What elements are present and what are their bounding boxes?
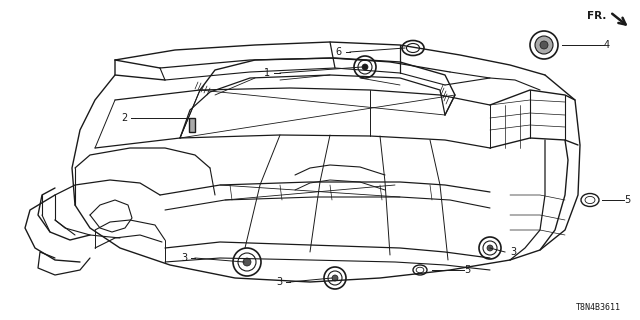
Text: FR.: FR. bbox=[587, 11, 606, 21]
Text: 4: 4 bbox=[604, 40, 610, 50]
Text: 5: 5 bbox=[624, 195, 630, 205]
Circle shape bbox=[487, 245, 493, 251]
Text: 2: 2 bbox=[121, 113, 127, 123]
Text: 3: 3 bbox=[510, 247, 516, 257]
Text: 1: 1 bbox=[264, 68, 270, 78]
Circle shape bbox=[332, 275, 338, 281]
Text: 6: 6 bbox=[336, 47, 342, 57]
Text: 5: 5 bbox=[464, 265, 470, 275]
FancyBboxPatch shape bbox=[189, 118, 195, 132]
Circle shape bbox=[535, 36, 553, 54]
Circle shape bbox=[243, 258, 251, 266]
Text: T8N4B3611: T8N4B3611 bbox=[575, 303, 621, 313]
Text: 3: 3 bbox=[181, 253, 187, 263]
Text: 3: 3 bbox=[276, 277, 282, 287]
Circle shape bbox=[540, 41, 548, 49]
Circle shape bbox=[362, 64, 368, 70]
